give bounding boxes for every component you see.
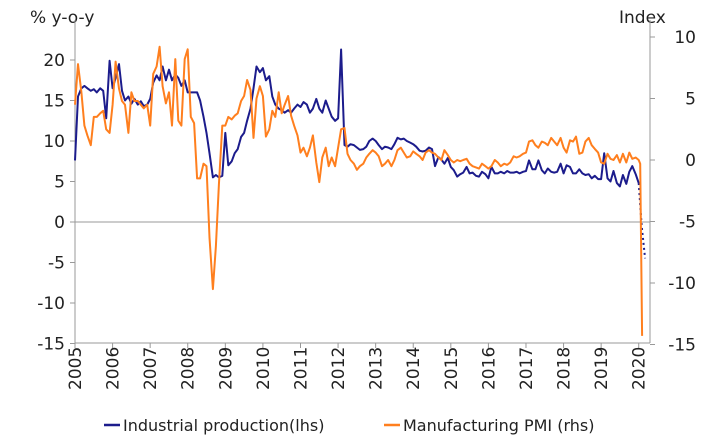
legend-label-industrial-production: Industrial production(lhs): [123, 416, 324, 435]
y-right-tick-label: -10: [668, 274, 696, 294]
legend-label-manufacturing-pmi: Manufacturing PMI (rhs): [403, 416, 594, 435]
y-left-tick-label: 10: [43, 132, 65, 152]
x-tick-label: 2009: [216, 347, 236, 390]
y-right-axis-label: Index: [619, 8, 666, 28]
x-tick-label: 2005: [66, 347, 86, 390]
x-tick-label: 2017: [517, 347, 537, 390]
x-tick-label: 2006: [104, 347, 124, 390]
y-left-tick-label: -15: [37, 335, 65, 355]
y-right-tick-label: 0: [685, 151, 696, 171]
y-right-tick-label: -15: [668, 336, 696, 356]
x-tick-label: 2013: [367, 347, 387, 390]
series-line-manufacturing-pmi: [74, 45, 644, 336]
x-tick-label: 2018: [555, 347, 575, 390]
x-tick-label: 2016: [479, 347, 499, 390]
y-left-tick-label: 15: [43, 92, 65, 112]
x-tick-label: 2019: [592, 347, 612, 390]
y-left-tick-label: 5: [54, 173, 65, 193]
x-tick-label: 2014: [404, 347, 424, 390]
y-left-tick-label: -5: [48, 254, 65, 274]
axes: [70, 20, 655, 348]
y-left-tick-label: 0: [54, 213, 65, 233]
series-line-industrial-production: [74, 48, 640, 188]
x-tick-label: 2012: [329, 347, 349, 390]
x-tick-label: 2008: [179, 347, 199, 390]
y-right-tick-label: 10: [674, 28, 696, 48]
series-lines: [74, 45, 647, 336]
x-tick-label: 2007: [141, 347, 161, 390]
y-right-tick-label: 5: [685, 90, 696, 110]
x-tick-label: 2011: [291, 347, 311, 390]
x-tick-label: 2020: [630, 347, 650, 390]
x-tick-label: 2015: [442, 347, 462, 390]
y-right-tick-label: -5: [679, 213, 696, 233]
y-left-axis-label: % y-o-y: [30, 8, 94, 28]
y-left-tick-label: -10: [37, 294, 65, 314]
x-tick-label: 2010: [254, 347, 274, 390]
y-left-tick-label: 20: [43, 51, 65, 71]
legend: Industrial production(lhs) Manufacturing…: [104, 416, 594, 435]
